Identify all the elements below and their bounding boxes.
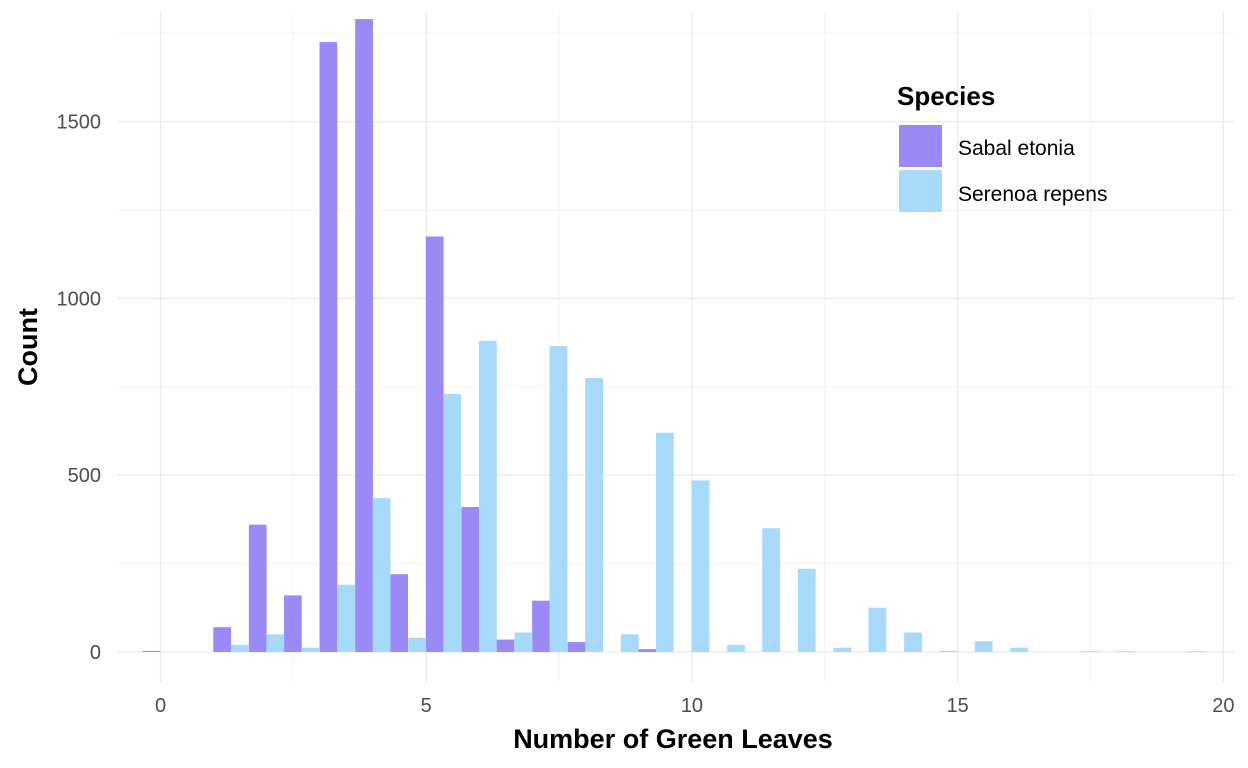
bar-serenoa-repens xyxy=(372,498,391,652)
bar-serenoa-repens xyxy=(302,647,320,652)
y-tick-label: 1500 xyxy=(57,112,102,134)
y-axis-title: Count xyxy=(13,308,43,386)
bars xyxy=(142,19,1206,653)
bar-serenoa-repens xyxy=(1187,651,1206,653)
y-tick-label: 0 xyxy=(90,642,101,664)
y-tick-label: 1000 xyxy=(57,288,102,310)
x-tick-label: 10 xyxy=(681,695,703,717)
x-tick-label: 20 xyxy=(1212,695,1234,717)
bar-serenoa-repens xyxy=(655,432,674,652)
legend-key-serenoa-repens xyxy=(899,170,942,212)
bar-serenoa-repens xyxy=(762,528,781,652)
bar-serenoa-repens xyxy=(478,340,497,652)
bar-serenoa-repens xyxy=(727,644,745,652)
bar-sabal-etonia xyxy=(532,600,550,652)
bar-serenoa-repens xyxy=(939,650,958,652)
bar-serenoa-repens xyxy=(266,634,285,652)
x-axis-title: Number of Green Leaves xyxy=(513,724,833,754)
bar-serenoa-repens xyxy=(904,632,922,652)
bar-sabal-etonia xyxy=(283,595,302,652)
x-tick-label: 15 xyxy=(947,695,969,717)
bar-serenoa-repens xyxy=(797,568,816,652)
bar-serenoa-repens xyxy=(443,393,462,652)
bar-serenoa-repens xyxy=(1116,651,1135,653)
bar-sabal-etonia xyxy=(142,650,161,652)
bar-serenoa-repens xyxy=(549,346,568,652)
bar-sabal-etonia xyxy=(425,236,444,652)
bar-serenoa-repens xyxy=(337,584,355,652)
bar-sabal-etonia xyxy=(319,42,338,652)
bar-sabal-etonia xyxy=(390,574,409,652)
bar-serenoa-repens xyxy=(974,641,993,652)
legend-title: Species xyxy=(897,81,995,111)
legend-key-sabal-etonia xyxy=(899,125,942,167)
y-axis-ticks: 0 500 1000 1500 xyxy=(57,112,102,664)
legend-label-serenoa-repens: Serenoa repens xyxy=(958,183,1107,206)
bar-serenoa-repens xyxy=(691,480,710,652)
bar-sabal-etonia xyxy=(355,19,373,652)
bar-sabal-etonia xyxy=(248,524,267,652)
bar-sabal-etonia xyxy=(213,627,232,652)
x-tick-label: 0 xyxy=(155,695,166,717)
bar-serenoa-repens xyxy=(1081,651,1099,653)
bar-serenoa-repens xyxy=(585,377,604,652)
bar-serenoa-repens xyxy=(620,634,639,652)
x-axis-ticks: 0 5 10 15 20 xyxy=(155,695,1235,717)
bar-sabal-etonia xyxy=(638,649,657,652)
bar-serenoa-repens xyxy=(514,632,533,652)
legend-label-sabal-etonia: Sabal etonia xyxy=(958,137,1075,160)
bar-sabal-etonia xyxy=(461,506,480,652)
bar-serenoa-repens xyxy=(1010,647,1029,652)
legend: Species Sabal etonia Serenoa repens xyxy=(897,81,1107,212)
bar-serenoa-repens xyxy=(230,644,249,652)
minor-gridlines xyxy=(118,12,1234,682)
bar-sabal-etonia xyxy=(567,642,586,652)
x-tick-label: 5 xyxy=(421,695,432,717)
bar-serenoa-repens xyxy=(408,637,427,652)
bar-sabal-etonia xyxy=(496,639,515,652)
bar-serenoa-repens xyxy=(833,647,852,652)
major-gridlines xyxy=(118,12,1234,682)
bar-serenoa-repens xyxy=(868,607,887,652)
y-tick-label: 500 xyxy=(68,465,101,487)
